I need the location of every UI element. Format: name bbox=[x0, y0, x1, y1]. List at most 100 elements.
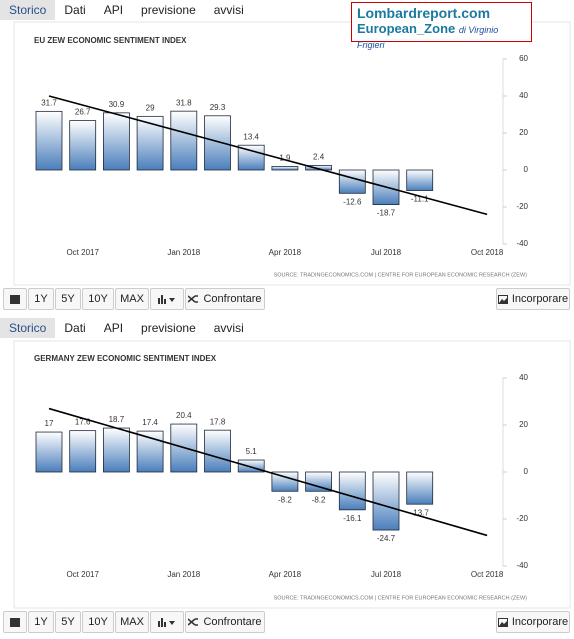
x-tick-label: Apr 2018 bbox=[269, 248, 302, 257]
bar bbox=[103, 427, 130, 473]
embed-label: Incorporare bbox=[511, 616, 569, 628]
bar bbox=[204, 429, 231, 473]
bar bbox=[204, 115, 231, 171]
value-label: 31.8 bbox=[176, 98, 192, 107]
logo-author: di Virginio Frigieri bbox=[357, 25, 499, 50]
value-label: 2.4 bbox=[313, 153, 325, 162]
y-tick-label: 0 bbox=[524, 165, 529, 174]
logo-site: Lombardreport.com bbox=[357, 5, 491, 21]
trend-line bbox=[48, 407, 488, 537]
bar bbox=[338, 471, 366, 511]
tab[interactable]: avvisi bbox=[213, 3, 244, 17]
logo-zone: European_Zone di Virginio Frigieri bbox=[357, 21, 526, 51]
toolbar: 1Y 5Y 10Y MAX Confrontare Incorporare bbox=[0, 611, 574, 635]
chart-title: GERMANY ZEW ECONOMIC SENTIMENT INDEX bbox=[34, 354, 217, 363]
value-label: -8.2 bbox=[312, 495, 326, 504]
calendar-button[interactable] bbox=[3, 288, 27, 310]
compare-button[interactable]: Confrontare bbox=[185, 611, 265, 633]
y-tick-label: 0 bbox=[524, 467, 529, 476]
bar bbox=[170, 110, 198, 171]
value-label: -18.7 bbox=[377, 209, 396, 218]
compare-icon bbox=[188, 295, 199, 303]
embed-button[interactable]: Incorporare bbox=[496, 288, 570, 310]
x-tick-label: Jul 2018 bbox=[371, 248, 402, 257]
chart-type-icon bbox=[158, 295, 175, 304]
calendar-icon bbox=[10, 295, 20, 304]
tab[interactable]: previsione bbox=[141, 321, 196, 335]
value-label: 17 bbox=[45, 419, 54, 428]
calendar-button[interactable] bbox=[3, 611, 27, 633]
chart-frame bbox=[13, 340, 571, 609]
value-label: 17.6 bbox=[75, 418, 91, 427]
range-button[interactable]: MAX bbox=[115, 288, 149, 310]
range-button[interactable]: 5Y bbox=[55, 288, 81, 310]
y-tick-label: 40 bbox=[519, 91, 528, 100]
bar bbox=[271, 471, 299, 492]
calendar-icon bbox=[10, 618, 20, 627]
embed-button[interactable]: Incorporare bbox=[496, 611, 570, 633]
tab[interactable]: previsione bbox=[141, 3, 196, 17]
bar bbox=[372, 471, 400, 531]
bar bbox=[103, 112, 130, 171]
value-label: -13.7 bbox=[411, 508, 430, 517]
range-button[interactable]: 10Y bbox=[82, 288, 114, 310]
bar bbox=[69, 120, 97, 171]
bar bbox=[271, 166, 299, 171]
embed-label: Incorporare bbox=[511, 293, 569, 305]
chart-source: SOURCE: TRADINGECONOMICS.COM | CENTRE FO… bbox=[274, 595, 528, 601]
chart-type-button[interactable] bbox=[150, 288, 184, 310]
x-tick-label: Oct 2017 bbox=[66, 570, 99, 579]
x-tick-label: Jul 2018 bbox=[371, 570, 402, 579]
value-label: 5.1 bbox=[246, 447, 258, 456]
y-tick-label: 20 bbox=[519, 128, 528, 137]
value-label: 1.9 bbox=[279, 154, 291, 163]
tabs: Storico Dati API previsione avvisi bbox=[0, 0, 253, 20]
logo: Lombardreport.com European_Zone di Virgi… bbox=[351, 2, 532, 50]
bar bbox=[69, 430, 97, 473]
embed-icon bbox=[497, 617, 508, 627]
range-button[interactable]: 10Y bbox=[82, 611, 114, 633]
range-button[interactable]: 5Y bbox=[55, 611, 81, 633]
chart-source: SOURCE: TRADINGECONOMICS.COM | CENTRE FO… bbox=[274, 272, 528, 278]
bar bbox=[338, 169, 366, 194]
y-tick-label: 20 bbox=[519, 420, 528, 429]
chart-type-button[interactable] bbox=[150, 611, 184, 633]
tab[interactable]: Storico bbox=[0, 0, 56, 20]
compare-label: Confrontare bbox=[203, 616, 262, 628]
logo-zone-name: European_Zone bbox=[357, 21, 456, 36]
range-button[interactable]: 1Y bbox=[28, 611, 54, 633]
value-label: -8.2 bbox=[278, 495, 292, 504]
x-tick-label: Jan 2018 bbox=[167, 570, 200, 579]
tab[interactable]: Dati bbox=[64, 321, 86, 335]
tab[interactable]: API bbox=[103, 321, 124, 335]
range-button[interactable]: MAX bbox=[115, 611, 149, 633]
tab[interactable]: Storico bbox=[0, 318, 56, 338]
value-label: -12.6 bbox=[343, 197, 362, 206]
value-label: 18.7 bbox=[109, 415, 125, 424]
y-tick-label: 60 bbox=[519, 54, 528, 63]
y-tick-label: 40 bbox=[519, 373, 528, 382]
value-label: 31.7 bbox=[41, 98, 57, 107]
bar bbox=[136, 115, 164, 171]
value-label: -24.7 bbox=[377, 534, 396, 543]
compare-icon bbox=[188, 618, 199, 626]
value-label: 17.4 bbox=[142, 418, 158, 427]
embed-icon bbox=[497, 294, 508, 304]
tab[interactable]: API bbox=[103, 3, 124, 17]
chart-title: EU ZEW ECONOMIC SENTIMENT INDEX bbox=[34, 36, 187, 45]
bar bbox=[35, 431, 63, 473]
trend-line bbox=[48, 95, 488, 216]
range-button[interactable]: 1Y bbox=[28, 288, 54, 310]
tab[interactable]: avvisi bbox=[213, 321, 244, 335]
bar bbox=[406, 471, 434, 505]
x-tick-label: Apr 2018 bbox=[269, 570, 302, 579]
tab[interactable]: Dati bbox=[64, 3, 86, 17]
compare-label: Confrontare bbox=[203, 293, 262, 305]
value-label: 29.3 bbox=[210, 103, 226, 112]
bar bbox=[237, 144, 265, 171]
y-tick-label: -20 bbox=[516, 514, 528, 523]
compare-button[interactable]: Confrontare bbox=[185, 288, 265, 310]
value-label: 20.4 bbox=[176, 411, 192, 420]
